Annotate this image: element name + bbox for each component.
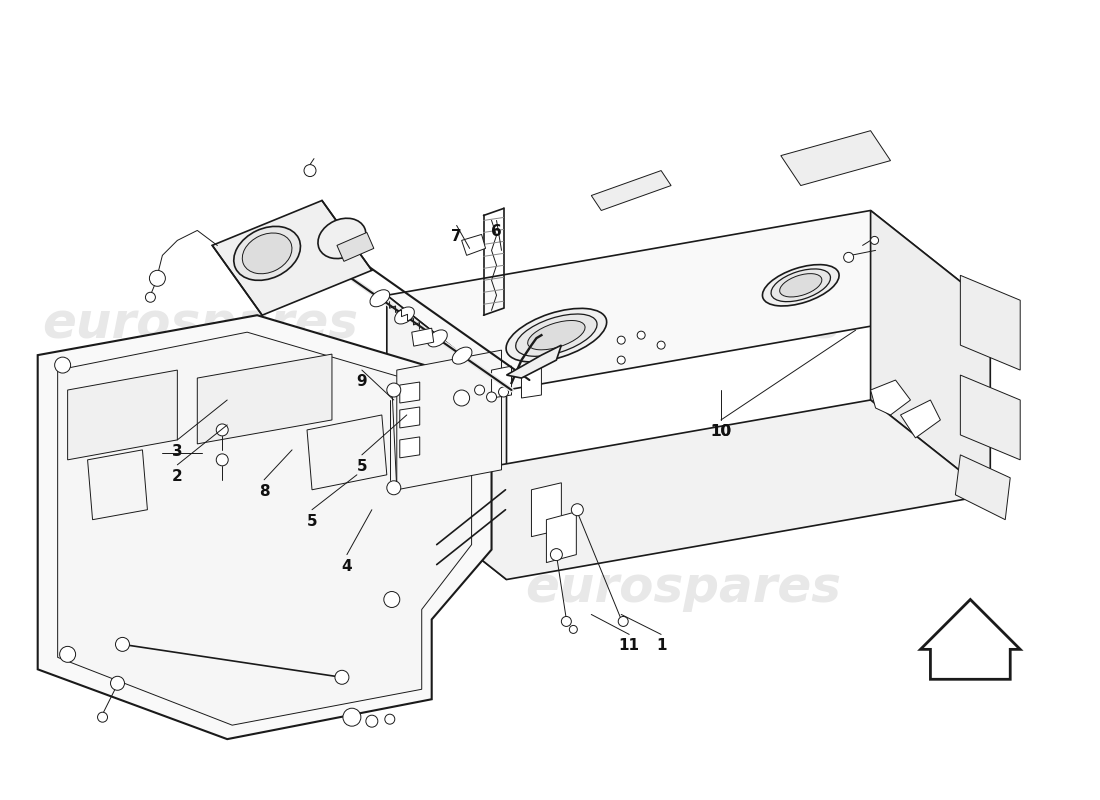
Ellipse shape xyxy=(452,347,472,364)
Text: 10: 10 xyxy=(711,424,732,439)
Polygon shape xyxy=(387,210,990,390)
Circle shape xyxy=(870,237,879,244)
Polygon shape xyxy=(492,366,512,398)
Circle shape xyxy=(366,715,377,727)
Polygon shape xyxy=(901,400,940,438)
Polygon shape xyxy=(387,400,990,579)
Polygon shape xyxy=(547,512,576,562)
Text: 4: 4 xyxy=(342,558,352,574)
Text: 5: 5 xyxy=(307,514,317,529)
Circle shape xyxy=(617,336,625,344)
Polygon shape xyxy=(462,234,485,255)
Text: eurospares: eurospares xyxy=(525,563,842,611)
Text: 7: 7 xyxy=(451,230,462,245)
Circle shape xyxy=(570,626,578,634)
Circle shape xyxy=(474,385,485,395)
Polygon shape xyxy=(67,370,177,460)
Polygon shape xyxy=(307,415,387,490)
Ellipse shape xyxy=(234,226,300,280)
Text: 11: 11 xyxy=(618,638,640,654)
Text: 3: 3 xyxy=(172,444,183,459)
Circle shape xyxy=(384,591,399,607)
Ellipse shape xyxy=(762,265,839,306)
Polygon shape xyxy=(921,599,1020,679)
Polygon shape xyxy=(960,275,1020,370)
Circle shape xyxy=(637,331,646,339)
Circle shape xyxy=(844,252,854,262)
Circle shape xyxy=(110,676,124,690)
Polygon shape xyxy=(870,210,990,494)
Polygon shape xyxy=(592,170,671,210)
Ellipse shape xyxy=(370,290,389,306)
Circle shape xyxy=(387,383,400,397)
Polygon shape xyxy=(37,315,492,739)
Polygon shape xyxy=(387,295,506,579)
Polygon shape xyxy=(399,437,420,458)
Text: 6: 6 xyxy=(492,225,502,239)
Circle shape xyxy=(217,424,228,436)
Ellipse shape xyxy=(516,314,597,356)
Polygon shape xyxy=(781,130,891,186)
Polygon shape xyxy=(397,350,502,490)
Ellipse shape xyxy=(780,274,822,297)
Circle shape xyxy=(334,670,349,684)
Circle shape xyxy=(116,638,130,651)
Polygon shape xyxy=(57,332,472,725)
Ellipse shape xyxy=(506,308,607,362)
Polygon shape xyxy=(399,382,420,403)
Polygon shape xyxy=(399,407,420,428)
Circle shape xyxy=(385,714,395,724)
Text: eurospares: eurospares xyxy=(525,300,842,348)
Polygon shape xyxy=(506,345,561,378)
Polygon shape xyxy=(337,233,374,262)
Text: 9: 9 xyxy=(356,374,367,389)
Polygon shape xyxy=(197,354,332,444)
Polygon shape xyxy=(88,450,147,520)
Circle shape xyxy=(561,617,571,626)
Polygon shape xyxy=(956,455,1010,520)
Ellipse shape xyxy=(771,269,830,302)
Polygon shape xyxy=(531,482,561,537)
Circle shape xyxy=(145,292,155,302)
Circle shape xyxy=(550,549,562,561)
Circle shape xyxy=(571,504,583,516)
Text: 1: 1 xyxy=(656,638,667,654)
Circle shape xyxy=(343,708,361,726)
Circle shape xyxy=(498,387,508,397)
Circle shape xyxy=(618,617,628,626)
Ellipse shape xyxy=(428,330,448,347)
Circle shape xyxy=(150,270,165,286)
Text: 5: 5 xyxy=(356,459,367,474)
Text: 2: 2 xyxy=(172,469,183,484)
Circle shape xyxy=(387,481,400,494)
Text: 10: 10 xyxy=(711,424,732,439)
Ellipse shape xyxy=(528,321,585,350)
Polygon shape xyxy=(212,201,372,315)
Ellipse shape xyxy=(318,218,366,258)
Circle shape xyxy=(453,390,470,406)
Polygon shape xyxy=(411,328,433,346)
Ellipse shape xyxy=(242,233,292,274)
Text: eurospares: eurospares xyxy=(42,563,359,611)
Circle shape xyxy=(55,357,70,373)
Circle shape xyxy=(98,712,108,722)
Text: eurospares: eurospares xyxy=(42,300,359,348)
Polygon shape xyxy=(521,366,541,398)
Circle shape xyxy=(217,454,228,466)
Ellipse shape xyxy=(395,307,415,324)
Circle shape xyxy=(59,646,76,662)
Circle shape xyxy=(617,356,625,364)
Circle shape xyxy=(486,392,496,402)
Circle shape xyxy=(657,341,665,349)
Polygon shape xyxy=(870,380,911,415)
Polygon shape xyxy=(960,375,1020,460)
Text: 8: 8 xyxy=(258,484,270,498)
Circle shape xyxy=(304,165,316,177)
